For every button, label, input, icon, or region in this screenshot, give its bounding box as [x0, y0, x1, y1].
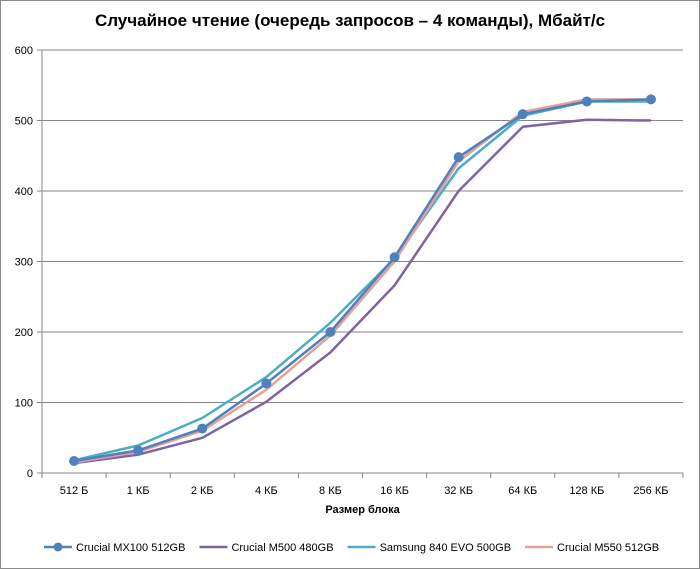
legend-label: Crucial M550 512GB — [557, 542, 659, 554]
data-point — [133, 445, 144, 456]
legend-item: Crucial MX100 512GB — [44, 542, 185, 554]
x-tick-label: 64 КБ — [508, 485, 537, 497]
data-point — [261, 378, 272, 389]
x-tick-label: 32 КБ — [444, 485, 473, 497]
legend-label: Samsung 840 EVO 500GB — [380, 542, 511, 554]
x-tick-label: 512 Б — [60, 485, 89, 497]
x-tick-label: 2 КБ — [191, 485, 214, 497]
series-lines — [69, 94, 656, 467]
legend-item: Crucial M550 512GB — [525, 542, 659, 554]
data-point — [389, 252, 400, 263]
data-point — [197, 423, 208, 434]
data-point — [645, 94, 656, 105]
y-tick-label: 600 — [15, 45, 33, 57]
series-line — [73, 100, 651, 462]
y-tick-label: 200 — [15, 327, 33, 339]
y-tick-label: 500 — [15, 116, 33, 128]
series-line — [73, 98, 651, 464]
chart-title: Случайное чтение (очередь запросов – 4 к… — [94, 11, 606, 30]
x-tick-label: 128 КБ — [569, 485, 604, 497]
legend: Crucial MX100 512GB Crucial M500 480GB Sam… — [44, 542, 659, 554]
data-point — [453, 152, 464, 163]
legend-item: Crucial M500 480GB — [199, 542, 334, 554]
y-tick-label: 0 — [27, 468, 33, 480]
data-point — [517, 109, 528, 120]
y-tick-label: 100 — [15, 398, 33, 410]
x-axis-title: Размер блока — [325, 504, 400, 516]
x-tick-label: 16 КБ — [380, 485, 409, 497]
data-point — [325, 327, 336, 337]
series-line — [73, 98, 651, 463]
x-tick-label: 4 КБ — [255, 485, 278, 497]
axes: 0 100 200 300 400 500 600 512 Б 1 КБ 2 КБ 4 КБ 8 КБ… — [15, 45, 684, 516]
x-tick-label: 8 КБ — [319, 485, 342, 497]
series-line — [73, 118, 651, 465]
y-tick-label: 400 — [15, 186, 33, 198]
data-point — [69, 456, 80, 467]
y-tick-label: 300 — [15, 257, 33, 269]
data-point — [581, 96, 592, 107]
x-tick-label: 1 КБ — [127, 485, 150, 497]
legend-marker — [53, 542, 63, 552]
gridlines — [42, 49, 683, 403]
legend-label: Crucial MX100 512GB — [76, 542, 185, 554]
legend-label: Crucial M500 480GB — [231, 542, 333, 554]
legend-item: Samsung 840 EVO 500GB — [347, 542, 511, 554]
x-tick-label: 256 КБ — [633, 485, 668, 497]
